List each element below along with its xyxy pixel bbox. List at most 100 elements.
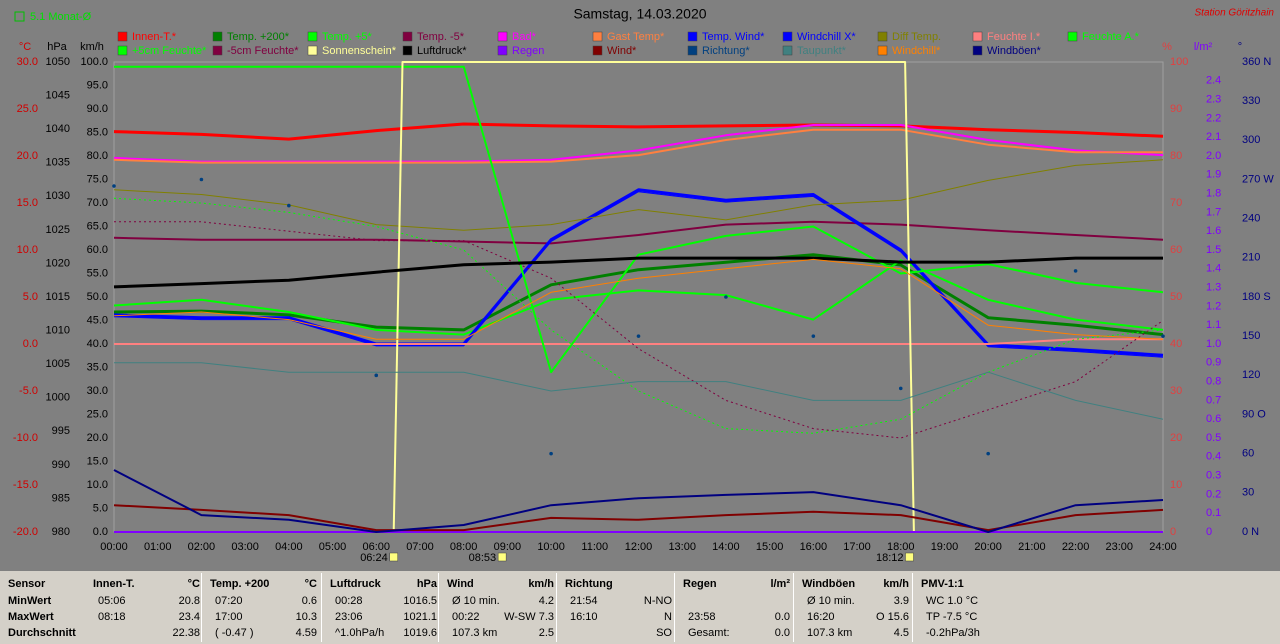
legend-label: Temp. Wind* bbox=[702, 31, 765, 43]
y-tick-label: 1005 bbox=[46, 358, 70, 370]
table-cell: 4.5 bbox=[893, 627, 909, 639]
series-line bbox=[114, 221, 1164, 439]
y-tick-label: 0.0 bbox=[23, 338, 38, 350]
legend-swatch bbox=[402, 31, 413, 42]
table-cell: Ø 10 min. bbox=[807, 595, 855, 607]
y-tick-label: 50.0 bbox=[87, 291, 108, 303]
y-tick-label: 30 bbox=[1170, 385, 1182, 397]
y-tick-label: -15.0 bbox=[13, 479, 38, 491]
table-cell: Temp. +200 bbox=[210, 578, 270, 590]
y-tick-label: 1.8 bbox=[1206, 188, 1221, 200]
legend-label: Feuchte I.* bbox=[987, 31, 1041, 43]
direction-dot bbox=[811, 334, 816, 338]
annotation-icon bbox=[497, 552, 507, 562]
summary-table: Sensor MinWert MaxWert Durchschnitt Innen-T.… bbox=[0, 571, 1280, 644]
x-tick-label: 01:00 bbox=[144, 541, 172, 553]
table-cell: 23:06 bbox=[335, 611, 363, 623]
table-cell: Regen bbox=[683, 578, 717, 590]
y-tick-label: -5.0 bbox=[19, 385, 38, 397]
station-name: Station Göritzhain bbox=[1195, 8, 1275, 19]
y-tick-label: 1.1 bbox=[1206, 319, 1221, 331]
table-cell: 16:10 bbox=[570, 611, 598, 623]
y-tick-label: 80 bbox=[1170, 150, 1182, 162]
table-cell: WC 1.0 °C bbox=[926, 595, 979, 607]
x-tick-label: 00:00 bbox=[100, 541, 128, 553]
legend-label: Bad* bbox=[512, 31, 537, 43]
legend-label: Wind* bbox=[607, 45, 637, 57]
legend-swatch bbox=[402, 45, 413, 56]
direction-dot bbox=[1073, 269, 1078, 273]
y-tick-label: 2.4 bbox=[1206, 75, 1221, 87]
y-tick-label: 10.0 bbox=[17, 244, 38, 256]
legend-swatch bbox=[687, 31, 698, 42]
x-tick-label: 19:00 bbox=[931, 541, 959, 553]
plot-area bbox=[113, 61, 1164, 533]
table-cell: Richtung bbox=[565, 578, 613, 590]
legend-swatch bbox=[782, 45, 793, 56]
y-tick-label: -20.0 bbox=[13, 526, 38, 538]
legend-swatch bbox=[877, 45, 888, 56]
y-tick-label: 1.0 bbox=[1206, 338, 1221, 350]
table-cell: l/m² bbox=[770, 578, 790, 590]
y-tick-label: 60.0 bbox=[87, 244, 108, 256]
y-tick-label: 25.0 bbox=[87, 408, 108, 420]
y-tick-label: 50 bbox=[1170, 291, 1182, 303]
y-tick-label: 1.2 bbox=[1206, 300, 1221, 312]
y-tick-label: 0.2 bbox=[1206, 488, 1221, 500]
x-tick-label: 02:00 bbox=[188, 541, 216, 553]
x-tick-label: 12:00 bbox=[625, 541, 653, 553]
y-tick-label: 1015 bbox=[46, 291, 70, 303]
table-cell: 17:00 bbox=[215, 611, 243, 623]
series-line bbox=[113, 122, 1164, 141]
table-cell: 23:58 bbox=[688, 611, 716, 623]
y-tick-label: 1.4 bbox=[1206, 263, 1221, 275]
table-cell: 10.3 bbox=[295, 611, 317, 623]
direction-dot bbox=[374, 373, 379, 378]
legend-label: Windchill* bbox=[892, 45, 941, 57]
y-tick-label: 60 bbox=[1170, 244, 1182, 256]
y-tick-label: 2.3 bbox=[1206, 94, 1221, 106]
y-tick-label: 90 O bbox=[1242, 408, 1266, 420]
y-tick-label: 330 bbox=[1242, 95, 1260, 107]
legend-swatch bbox=[592, 31, 603, 42]
y-tick-label: 1045 bbox=[46, 89, 70, 101]
y-tick-label: 1050 bbox=[46, 56, 70, 68]
y-tick-label: 180 S bbox=[1242, 291, 1271, 303]
legend-label: Sonnenschein* bbox=[322, 45, 397, 57]
y-tick-label: 80.0 bbox=[87, 150, 108, 162]
y-tick-label: 980 bbox=[52, 526, 70, 538]
column-separator bbox=[793, 573, 794, 642]
table-cell: 23.4 bbox=[178, 611, 200, 623]
series-line bbox=[113, 256, 1163, 289]
y-tick-label: 0.6 bbox=[1206, 413, 1221, 425]
y-tick-label: 45.0 bbox=[87, 314, 108, 326]
x-tick-label: 09:00 bbox=[494, 541, 522, 553]
y-tick-label: 0.7 bbox=[1206, 394, 1221, 406]
y-tick-label: 40 bbox=[1170, 338, 1182, 350]
column-separator bbox=[912, 573, 913, 642]
table-cell: 1021.1 bbox=[403, 611, 437, 623]
y-tick-label: 25.0 bbox=[17, 103, 38, 115]
legend-swatch bbox=[117, 31, 128, 42]
y-tick-label: 20 bbox=[1170, 432, 1182, 444]
y-tick-label: 40.0 bbox=[87, 338, 108, 350]
table-cell: 1016.5 bbox=[403, 595, 437, 607]
y-tick-label: 0.5 bbox=[1206, 432, 1221, 444]
table-cell: ( -0.47 ) bbox=[215, 627, 254, 639]
y-tick-label: 30 bbox=[1242, 487, 1254, 499]
column-separator bbox=[674, 573, 675, 642]
legend-swatch bbox=[307, 31, 318, 42]
y-tick-label: 1030 bbox=[46, 190, 70, 202]
y-tick-label: 1.6 bbox=[1206, 225, 1221, 237]
table-cell: Windböen bbox=[802, 578, 856, 590]
table-cell: 4.2 bbox=[538, 595, 554, 607]
direction-dot bbox=[1161, 334, 1165, 338]
x-tick-label: 03:00 bbox=[231, 541, 259, 553]
x-tick-label: 04:00 bbox=[275, 541, 303, 553]
y-tick-label: 995 bbox=[52, 425, 70, 437]
table-cell: MinWert bbox=[8, 595, 52, 607]
column-separator bbox=[438, 573, 439, 642]
x-tick-label: 15:00 bbox=[756, 541, 784, 553]
direction-dot bbox=[112, 184, 116, 188]
direction-dot bbox=[549, 451, 553, 456]
